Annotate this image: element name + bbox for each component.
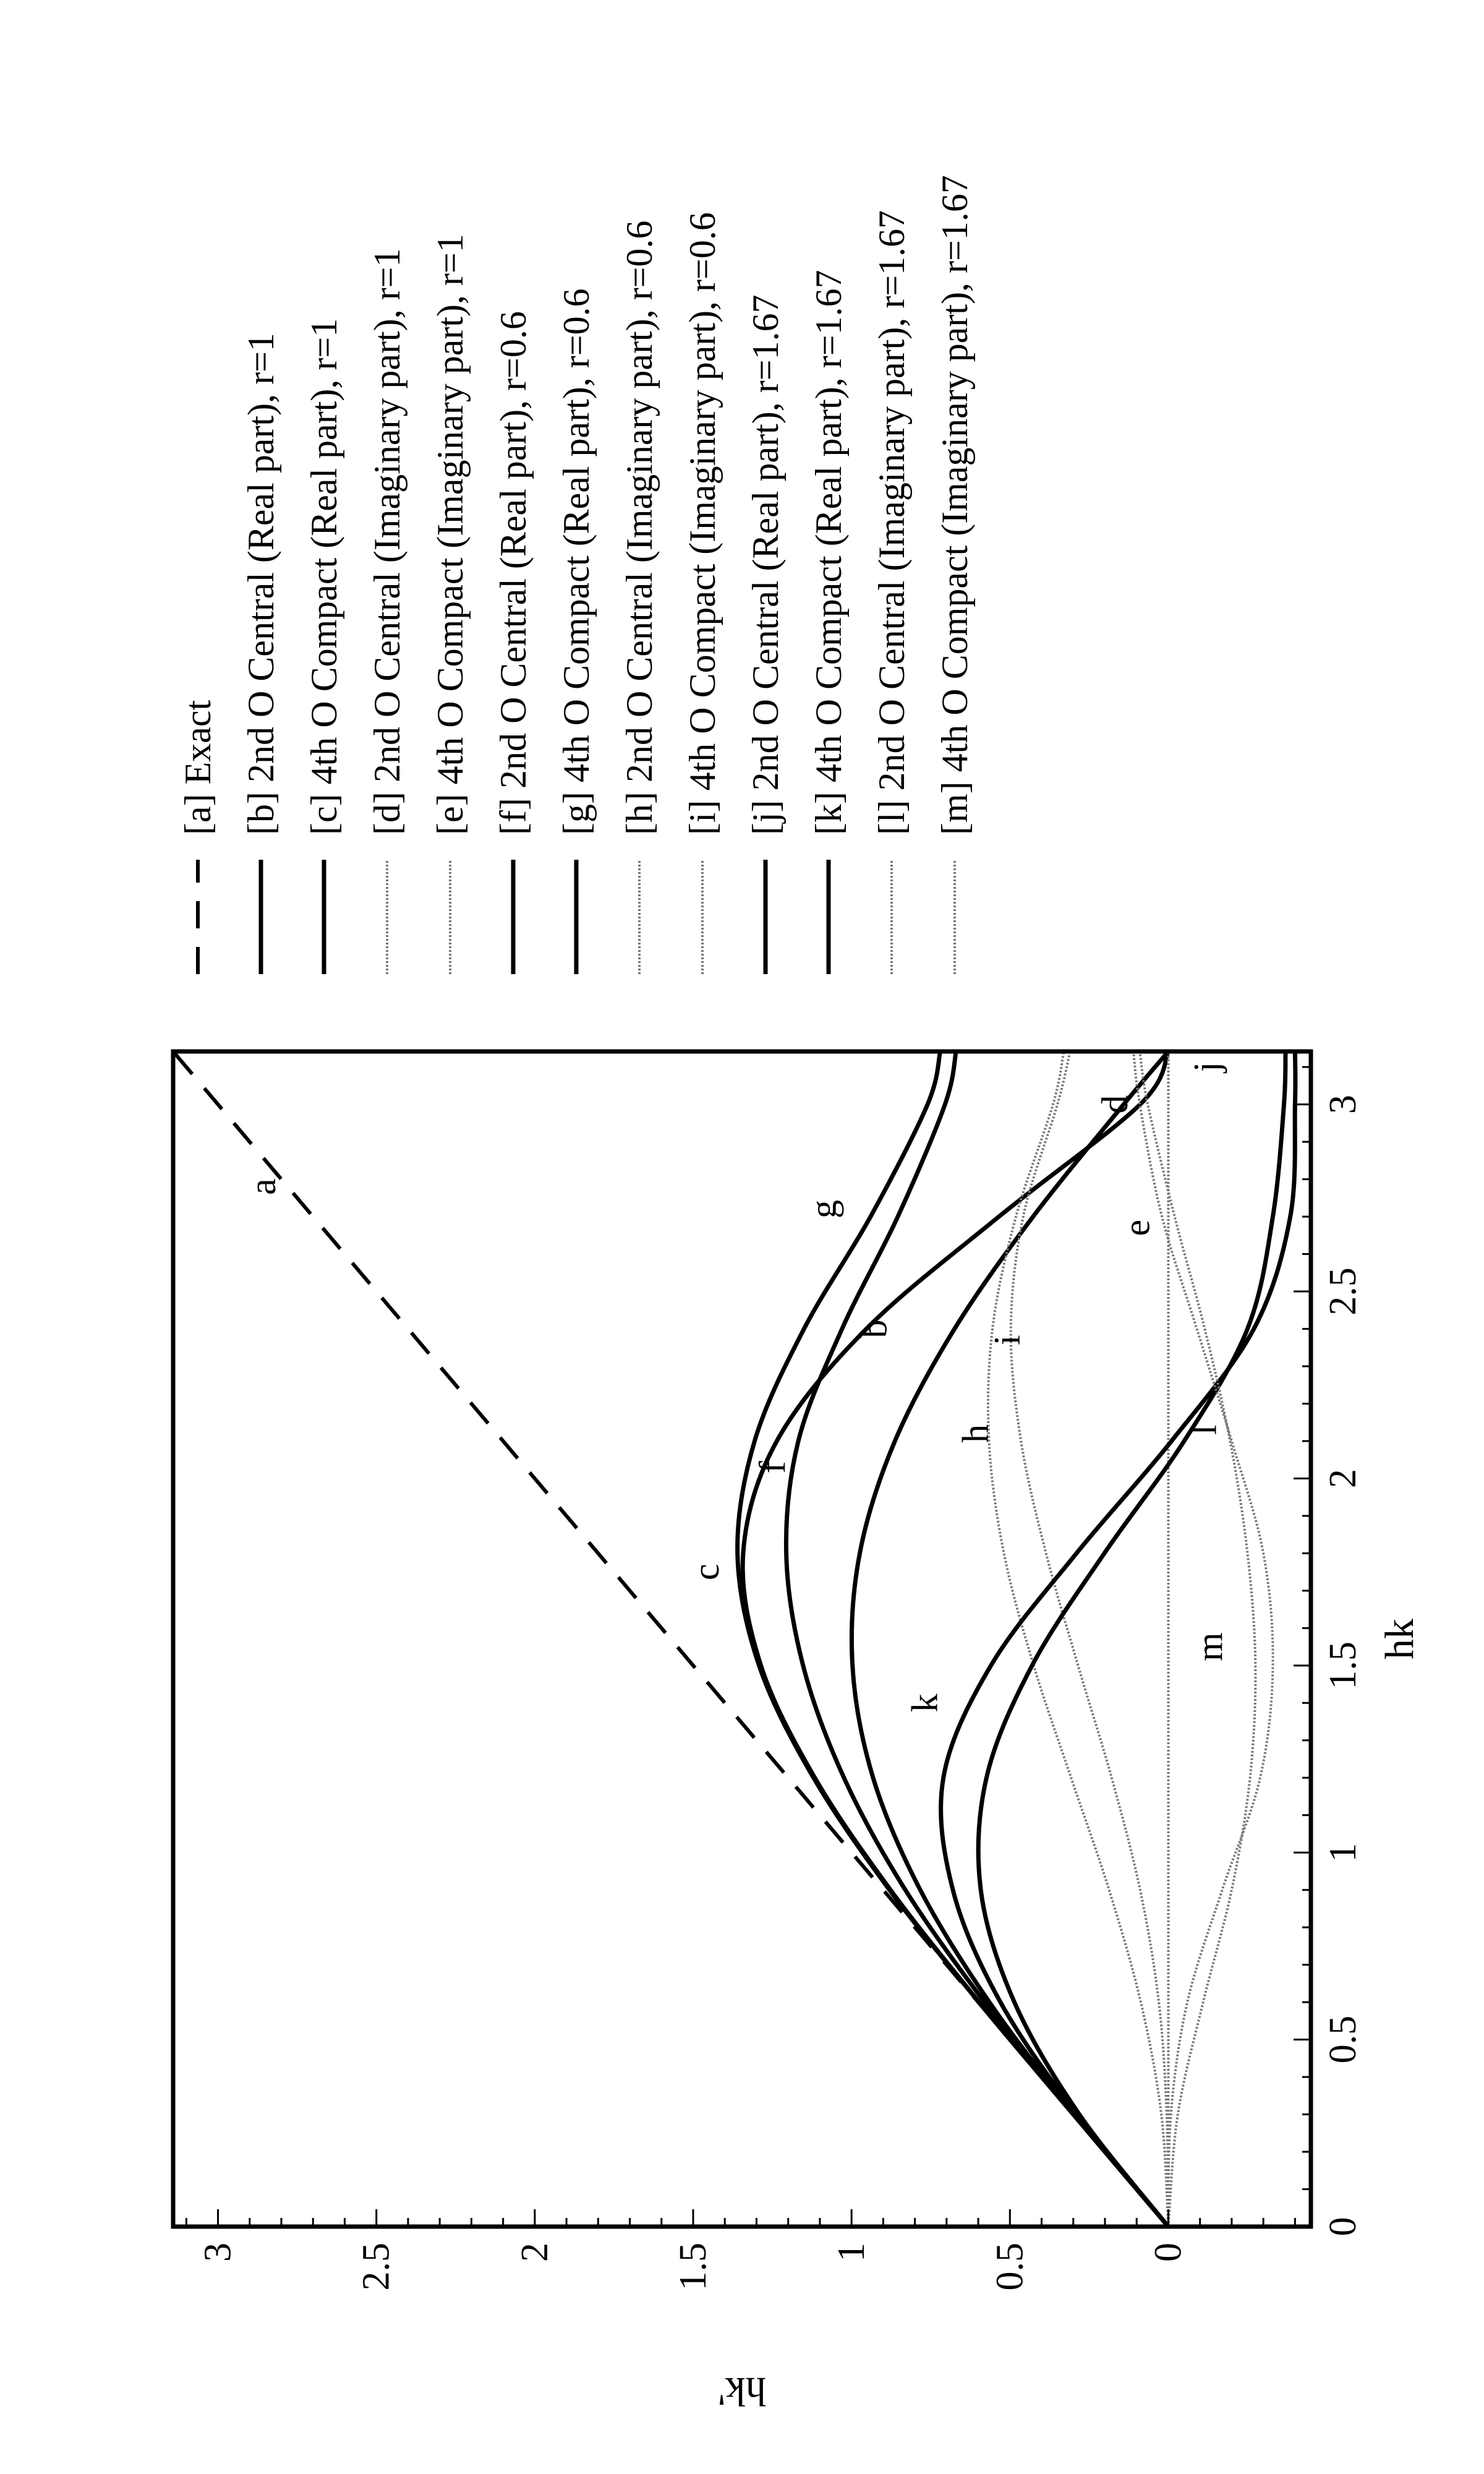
y-tick-label: 0.5 bbox=[989, 2243, 1031, 2291]
x-tick-label: 3 bbox=[1322, 1095, 1364, 1114]
curve-tag-k: k bbox=[904, 1693, 945, 1712]
series-line-m bbox=[1132, 1051, 1274, 2227]
legend-label-m: [m] 4th O Compact (Imaginary part), r=1.… bbox=[934, 175, 975, 835]
series-line-b bbox=[849, 1050, 1171, 2228]
curve-tag-e: e bbox=[1117, 1220, 1158, 1236]
curve-tag-l: l bbox=[1183, 1424, 1224, 1435]
curve-tag-j: j bbox=[1186, 1062, 1227, 1074]
curve-tag-g: g bbox=[803, 1200, 844, 1218]
x-tick-label: 0 bbox=[1322, 2217, 1364, 2236]
series-line-f bbox=[783, 1051, 1171, 2228]
y-tick-label: 1.5 bbox=[672, 2243, 714, 2291]
series-line-h bbox=[986, 1051, 1170, 2227]
tick-label-layer: 0 0.5 1 1.5 2 2.5 3 0 0.5 1 1.5 2 2.5 3 bbox=[197, 1095, 1364, 2290]
legend-label-a: [a] Exact bbox=[177, 700, 218, 835]
y-tick-label: 3 bbox=[197, 2243, 239, 2262]
curve-tag-a: a bbox=[242, 1178, 283, 1195]
legend-label-h: [h] 2nd O Central (Imaginary part), r=0.… bbox=[619, 220, 660, 835]
tick-layer bbox=[185, 1066, 1311, 2228]
x-tick-label: 1 bbox=[1322, 1843, 1364, 1862]
y-tick-label: 2.5 bbox=[356, 2243, 398, 2291]
legend-label-b: [b] 2nd O Central (Real part), r=1 bbox=[241, 333, 281, 835]
x-tick-label: 0.5 bbox=[1322, 2016, 1364, 2064]
y-tick-label: 1 bbox=[830, 2243, 872, 2262]
legend-label-c: [c] 4th O Compact (Real part), r=1 bbox=[304, 319, 344, 835]
y-tick-label: 2 bbox=[514, 2243, 556, 2262]
series-layer bbox=[171, 1050, 1298, 2228]
legend-label-k: [k] 4th O Compact (Real part), r=1.67 bbox=[808, 270, 849, 835]
legend-label-j: [j] 2nd O Central (Real part), r=1.67 bbox=[745, 294, 786, 835]
legend-label-l: [l] 2nd O Central (Imaginary part), r=1.… bbox=[871, 210, 912, 835]
series-line-g bbox=[735, 1051, 1171, 2228]
plot-frame bbox=[171, 1049, 1313, 2229]
y-axis-title: hk' bbox=[718, 2369, 766, 2414]
series-line-i bbox=[1009, 1051, 1170, 2227]
series-line-j bbox=[976, 1051, 1288, 2228]
legend-label-f: [f] 2nd O Central (Real part), r=0.6 bbox=[493, 311, 534, 835]
curve-tag-d: d bbox=[1094, 1095, 1135, 1114]
series-line-a bbox=[171, 1050, 1170, 2228]
legend: [a] Exact [b] 2nd O Central (Real part), … bbox=[177, 175, 975, 974]
curve-tag-h: h bbox=[955, 1424, 996, 1443]
x-tick-label: 1.5 bbox=[1322, 1641, 1364, 1690]
series-line-c bbox=[740, 1050, 1171, 2228]
rotated-figure: 0 0.5 1 1.5 2 2.5 3 0 0.5 1 1.5 2 2.5 3 a b c d e f g h i j k l m… bbox=[171, 175, 1422, 2414]
series-line-l bbox=[1138, 1051, 1257, 2227]
y-tick-label: 0 bbox=[1147, 2243, 1189, 2262]
legend-label-e: [e] 4th O Compact (Imaginary part), r=1 bbox=[430, 234, 471, 835]
legend-label-i: [i] 4th O Compact (Imaginary part), r=0.… bbox=[682, 212, 723, 835]
legend-label-d: [d] 2nd O Central (Imaginary part), r=1 bbox=[367, 248, 407, 835]
curve-tag-m: m bbox=[1190, 1632, 1230, 1661]
series-line-k bbox=[939, 1051, 1298, 2228]
curve-tag-b: b bbox=[854, 1320, 895, 1338]
curve-tag-c: c bbox=[686, 1564, 727, 1580]
curve-tag-f: f bbox=[753, 1461, 793, 1473]
curve-tag-layer: a b c d e f g h i j k l m bbox=[242, 1062, 1230, 1712]
curve-tag-i: i bbox=[987, 1335, 1028, 1345]
x-axis-title: hk bbox=[1377, 1619, 1422, 1659]
x-tick-label: 2.5 bbox=[1322, 1267, 1364, 1316]
x-tick-label: 2 bbox=[1322, 1469, 1364, 1488]
legend-label-g: [g] 4th O Compact (Real part), r=0.6 bbox=[556, 288, 597, 835]
